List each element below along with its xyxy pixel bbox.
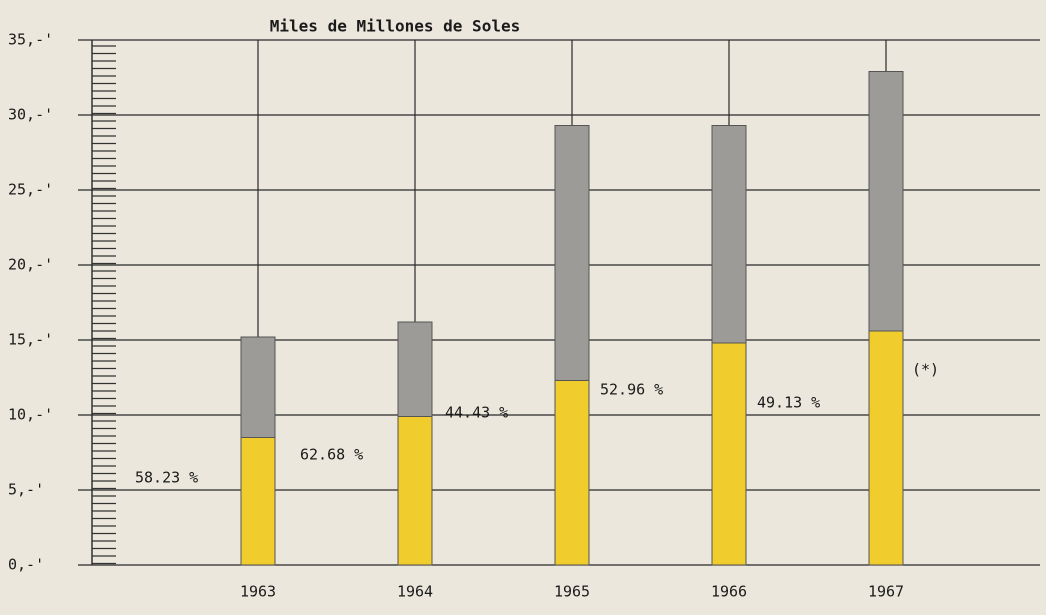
y-tick-label: 15,-' [8,331,53,349]
x-tick-label: 1967 [868,583,904,601]
y-tick-label: 10,-' [8,406,53,424]
bar-segment [397,416,433,566]
x-tick-label: 1963 [240,583,276,601]
annotation: 62.68 % [300,446,363,464]
y-tick-label: 30,-' [8,106,53,124]
annotation: 58.23 % [135,469,198,487]
chart-title: Miles de Millones de Soles [270,17,520,36]
x-tick-label: 1966 [711,583,747,601]
y-tick-label: 20,-' [8,256,53,274]
annotation: (*) [912,361,939,379]
bar-segment [554,125,590,381]
bar-segment [868,330,904,566]
annotation: 44.43 % [445,404,508,422]
y-tick-label: 25,-' [8,181,53,199]
bar-segment [397,321,433,417]
bar-segment [868,71,904,332]
x-tick-label: 1964 [397,583,433,601]
y-tick-label: 5,-' [8,481,44,499]
bar-segment [711,342,747,566]
y-tick-label: 0,-' [8,556,44,574]
axis-ruler [92,40,116,565]
bar-segment [240,437,276,566]
y-tick-label: 35,-' [8,31,53,49]
bar-segment [554,380,590,566]
annotation: 52.96 % [600,381,663,399]
x-tick-label: 1965 [554,583,590,601]
annotation: 49.13 % [757,394,820,412]
bar-segment [711,125,747,344]
bar-segment [240,336,276,438]
